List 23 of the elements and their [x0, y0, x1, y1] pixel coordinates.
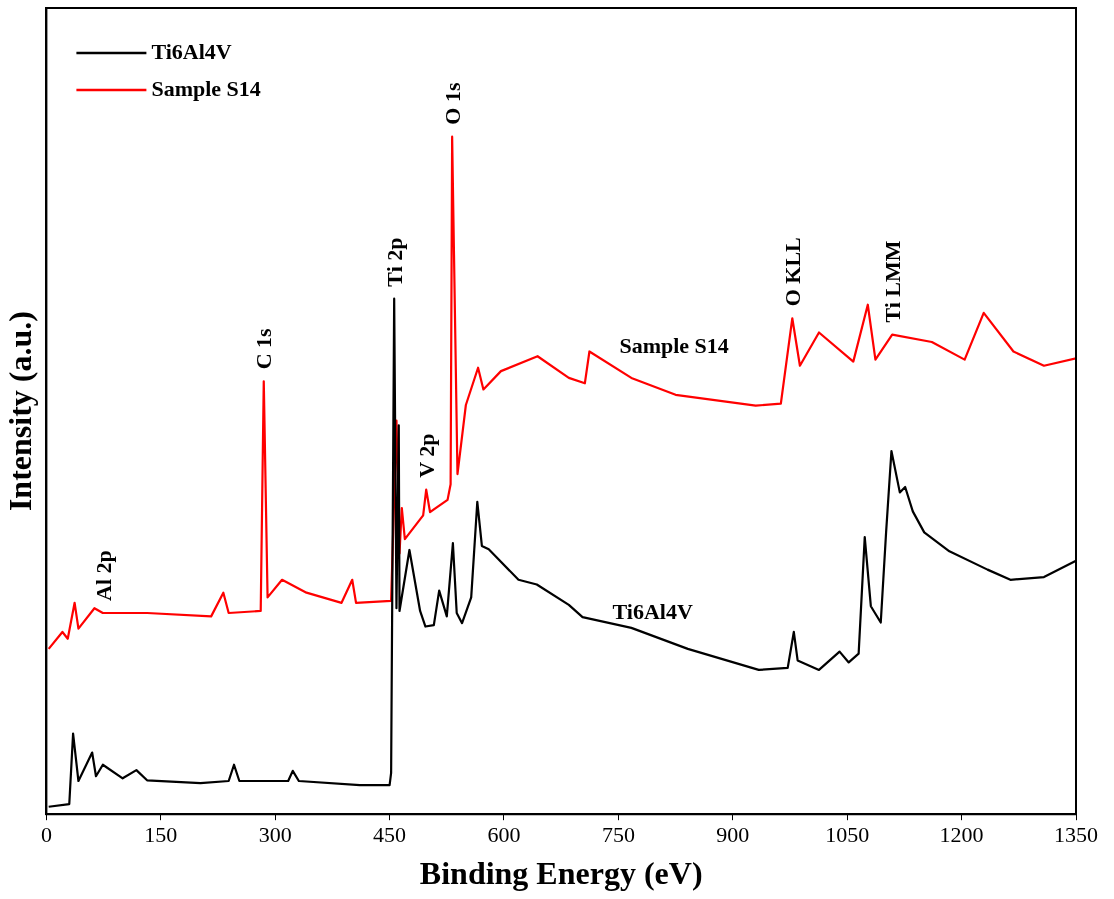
- x-tick-label: 600: [487, 822, 521, 848]
- x-axis-title: Binding Energy (eV): [419, 855, 703, 892]
- x-tick-label: 300: [258, 822, 292, 848]
- annotation: Sample S14: [619, 333, 729, 359]
- annotation: O KLL: [779, 237, 805, 307]
- annotation: Al 2p: [90, 550, 116, 601]
- annotation: Ti 2p: [381, 237, 407, 287]
- x-tick-label: 0: [40, 822, 52, 848]
- x-tick-label: 1350: [1054, 822, 1098, 848]
- annotation: C 1s: [251, 327, 277, 370]
- x-tick-label: 150: [144, 822, 178, 848]
- annotation: Ti LMM: [879, 240, 905, 323]
- x-tick-label: 1050: [825, 822, 870, 848]
- x-tick-label: 750: [601, 822, 635, 848]
- annotation: Ti6Al4V: [612, 598, 693, 624]
- legend-label: Sample S14: [151, 75, 261, 101]
- annotation: O 1s: [439, 82, 465, 125]
- legend-label: Ti6Al4V: [151, 38, 232, 64]
- y-axis-title: Intensity (a.u.): [2, 311, 39, 512]
- x-tick-label: 1200: [939, 822, 984, 848]
- x-tick-label: 900: [716, 822, 750, 848]
- x-tick-label: 450: [373, 822, 407, 848]
- annotation: V 2p: [413, 433, 439, 478]
